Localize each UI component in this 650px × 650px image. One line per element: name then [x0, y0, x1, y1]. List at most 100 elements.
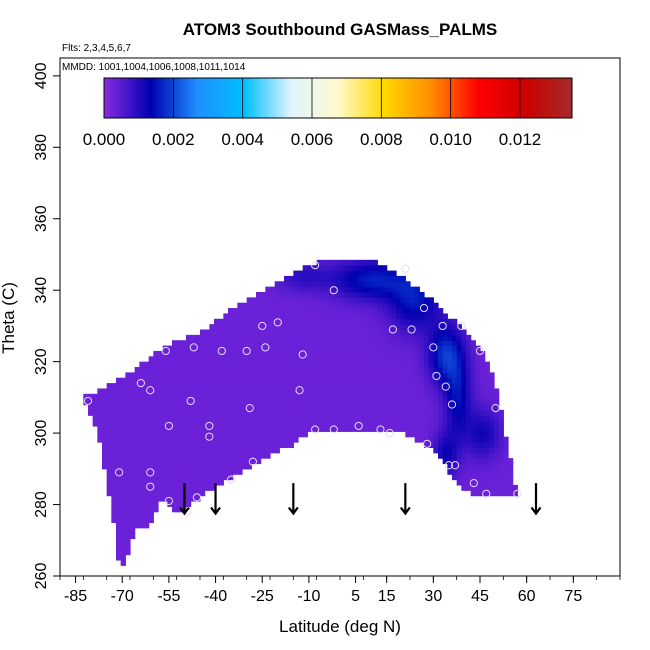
colorbar-tick-label: 0.004 — [221, 130, 264, 149]
heatmap-cell — [232, 409, 238, 416]
heatmap-cell — [466, 334, 472, 341]
heatmap-cell — [442, 350, 448, 357]
heatmap-cell — [204, 340, 210, 347]
heatmap-cell — [344, 313, 350, 320]
heatmap-cell — [396, 308, 402, 315]
heatmap-cell — [298, 431, 304, 438]
heatmap-cell — [190, 425, 196, 432]
heatmap-cell — [307, 286, 313, 293]
heatmap-cell — [461, 345, 467, 352]
heatmap-cell — [256, 291, 262, 298]
heatmap-cell — [223, 431, 229, 438]
heatmap-cell — [111, 452, 117, 459]
heatmap-cell — [438, 350, 444, 357]
heatmap-cell — [260, 324, 266, 331]
heatmap-cell — [335, 388, 341, 395]
heatmap-cell — [382, 297, 388, 304]
heatmap-cell — [494, 484, 500, 491]
heatmap-cell — [214, 447, 220, 454]
heatmap-cell — [106, 447, 112, 454]
heatmap-cell — [153, 468, 159, 475]
heatmap-cell — [344, 393, 350, 400]
heatmap-cell — [382, 270, 388, 277]
heatmap-cell — [466, 367, 472, 373]
heatmap-cell — [223, 452, 229, 459]
heatmap-cell — [106, 409, 112, 416]
heatmap-cell — [382, 324, 388, 331]
heatmap-cell — [480, 367, 486, 373]
heatmap-cell — [144, 425, 150, 432]
heatmap-cell — [260, 447, 266, 454]
heatmap-cell — [424, 399, 430, 406]
heatmap-cell — [363, 420, 369, 427]
heatmap-cell — [223, 436, 229, 443]
heatmap-cell — [396, 356, 402, 363]
heatmap-cell — [498, 490, 504, 497]
heatmap-cell — [466, 340, 472, 347]
heatmap-cell — [186, 479, 192, 486]
heatmap-cell — [158, 393, 164, 400]
heatmap-cell — [251, 420, 257, 427]
heatmap-cell — [232, 361, 238, 368]
heatmap-cell — [466, 425, 472, 432]
heatmap-cell — [167, 415, 173, 422]
heatmap-cell — [139, 447, 145, 454]
heatmap-cell — [368, 345, 374, 352]
heatmap-cell — [302, 334, 308, 341]
heatmap-cell — [251, 313, 257, 320]
heatmap-cell — [260, 372, 266, 379]
arrow-marker — [210, 483, 221, 516]
heatmap-cell — [120, 543, 126, 550]
heatmap-cell — [218, 383, 224, 390]
heatmap-cell — [419, 361, 425, 368]
heatmap-cell — [228, 329, 234, 336]
heatmap-cell — [442, 340, 448, 347]
heatmap-cell — [316, 404, 322, 411]
heatmap-cell — [344, 340, 350, 347]
heatmap-cell — [335, 324, 341, 331]
heatmap-cell — [438, 377, 444, 384]
heatmap-cell — [358, 367, 364, 373]
heatmap-cell — [470, 458, 476, 465]
heatmap-cell — [288, 393, 294, 400]
heatmap-cell — [424, 329, 430, 336]
heatmap-cell — [358, 313, 364, 320]
heatmap-cell — [223, 442, 229, 448]
heatmap-cell — [218, 425, 224, 432]
heatmap-cell — [270, 431, 276, 438]
heatmap-cell — [466, 356, 472, 363]
heatmap-cell — [293, 420, 299, 427]
heatmap-cell — [372, 361, 378, 368]
heatmap-cell — [461, 393, 467, 400]
heatmap-cell — [125, 399, 131, 406]
heatmap-cell — [134, 383, 140, 390]
heatmap-cell — [480, 436, 486, 443]
heatmap-cell — [214, 383, 220, 390]
heatmap-cell — [288, 291, 294, 298]
heatmap-cell — [330, 297, 336, 304]
heatmap-cell — [452, 372, 458, 379]
heatmap-cell — [442, 399, 448, 406]
heatmap-cell — [106, 383, 112, 390]
heatmap-cell — [456, 399, 462, 406]
heatmap-cell — [419, 302, 425, 309]
heatmap-cell — [382, 345, 388, 352]
heatmap-cell — [372, 377, 378, 384]
heatmap-cell — [461, 329, 467, 336]
heatmap-cell — [410, 388, 416, 395]
heatmap-cell — [298, 361, 304, 368]
heatmap-cell — [153, 372, 159, 379]
heatmap-cell — [256, 399, 262, 406]
heatmap-cell — [424, 313, 430, 320]
heatmap-cell — [424, 356, 430, 363]
heatmap-cell — [162, 490, 168, 497]
heatmap-cell — [428, 313, 434, 320]
heatmap-cell — [106, 436, 112, 443]
heatmap-cell — [316, 281, 322, 288]
heatmap-cell — [242, 409, 248, 416]
heatmap-cell — [134, 458, 140, 465]
heatmap-cell — [134, 474, 140, 481]
heatmap-cell — [153, 367, 159, 373]
heatmap-cell — [270, 286, 276, 293]
heatmap-cell — [414, 350, 420, 357]
